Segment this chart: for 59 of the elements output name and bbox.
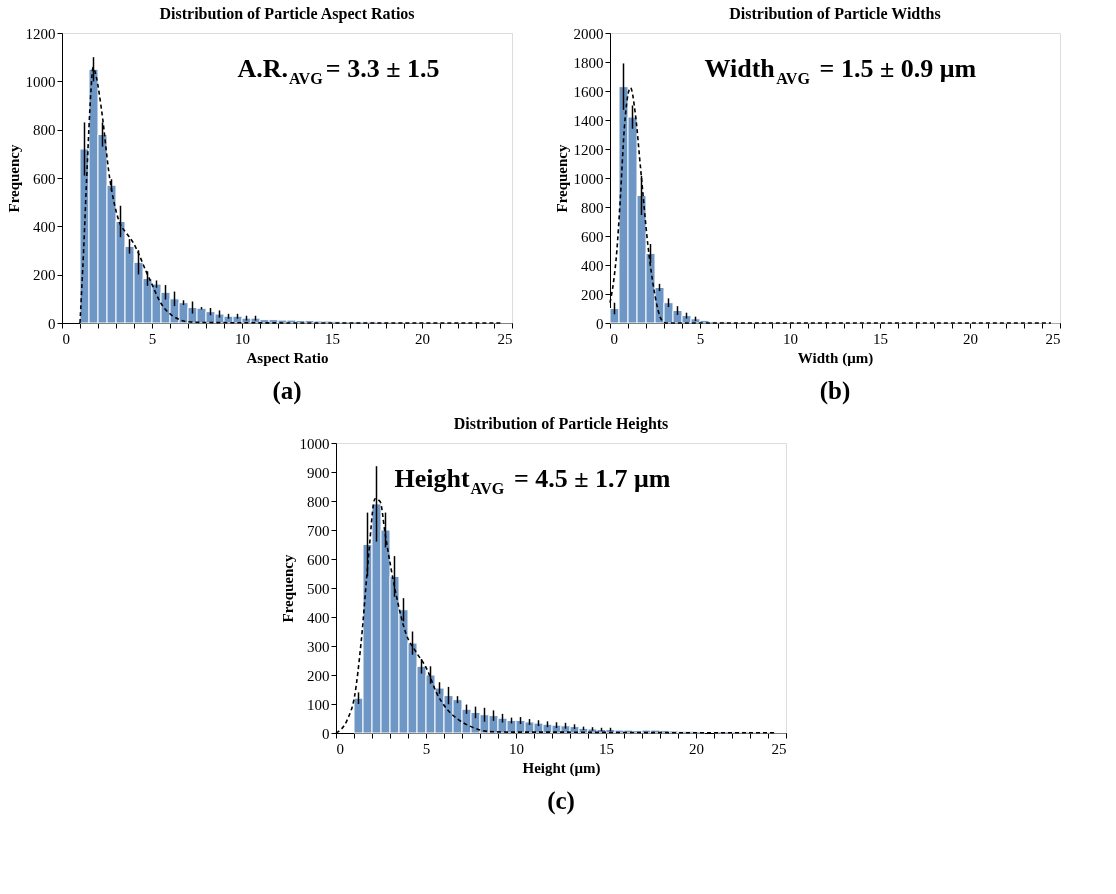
x-tick-label: 0 <box>62 330 70 347</box>
x-tick-label: 0 <box>336 740 344 757</box>
y-tick-label: 100 <box>307 696 330 713</box>
y-tick-label: 0 <box>596 315 604 332</box>
x-axis-title: Width (μm) <box>797 349 874 367</box>
y-tick-label: 1000 <box>573 170 604 187</box>
x-tick-label: 10 <box>235 330 250 347</box>
y-tick-label: 1000 <box>299 435 330 452</box>
y-tick-label: 1200 <box>573 141 604 158</box>
y-tick-label: 800 <box>33 122 56 139</box>
y-tick-label: 400 <box>307 609 330 626</box>
y-tick-label: 300 <box>307 638 330 655</box>
y-tick-label: 1400 <box>573 112 604 129</box>
y-tick-label: 600 <box>33 170 56 187</box>
y-tick-label: 600 <box>581 228 604 245</box>
x-tick-label: 5 <box>148 330 157 347</box>
text: (b) <box>819 377 851 405</box>
y-tick-label: 900 <box>307 464 330 481</box>
x-axis-title: Aspect Ratio <box>246 349 329 366</box>
y-axis-title: Frequency <box>553 143 570 213</box>
x-tick-label: 10 <box>509 740 524 757</box>
chart-title: Distribution of Particle Heights <box>453 415 669 433</box>
y-axis-title: Frequency <box>279 553 296 623</box>
y-tick-label: 1000 <box>25 73 56 90</box>
text: (a) <box>272 377 302 405</box>
y-tick-label: 700 <box>307 522 330 539</box>
x-tick-label: 25 <box>771 740 787 757</box>
y-tick-label: 0 <box>48 315 56 332</box>
y-tick-label: 800 <box>581 199 604 216</box>
y-tick-label: 500 <box>307 580 330 597</box>
x-axis-title: Height (μm) <box>522 759 601 777</box>
x-tick-label: 25 <box>1045 330 1061 347</box>
x-tick-label: 15 <box>599 740 614 757</box>
x-tick-label: 15 <box>873 330 888 347</box>
y-tick-label: 200 <box>307 667 330 684</box>
x-tick-label: 5 <box>696 330 705 347</box>
y-tick-label: 0 <box>322 725 330 742</box>
x-tick-label: 10 <box>783 330 798 347</box>
y-tick-label: 1800 <box>573 54 604 71</box>
y-tick-label: 1200 <box>25 25 56 42</box>
x-tick-label: 20 <box>963 330 978 347</box>
x-tick-label: 15 <box>325 330 340 347</box>
x-tick-label: 25 <box>497 330 513 347</box>
y-tick-label: 200 <box>33 267 56 284</box>
text: (c) <box>547 787 575 815</box>
y-tick-label: 400 <box>33 218 56 235</box>
y-axis-title: Frequency <box>5 143 22 213</box>
y-tick-label: 200 <box>581 286 604 303</box>
x-tick-label: 20 <box>689 740 704 757</box>
x-tick-label: 5 <box>422 740 431 757</box>
x-tick-label: 20 <box>415 330 430 347</box>
y-tick-label: 400 <box>581 257 604 274</box>
y-tick-label: 1600 <box>573 83 604 100</box>
y-tick-label: 800 <box>307 493 330 510</box>
chart-title: Distribution of Particle Widths <box>729 5 941 22</box>
y-tick-label: 2000 <box>573 25 604 42</box>
x-tick-label: 0 <box>610 330 618 347</box>
y-tick-label: 600 <box>307 551 330 568</box>
chart-title: Distribution of Particle Aspect Ratios <box>159 5 415 23</box>
